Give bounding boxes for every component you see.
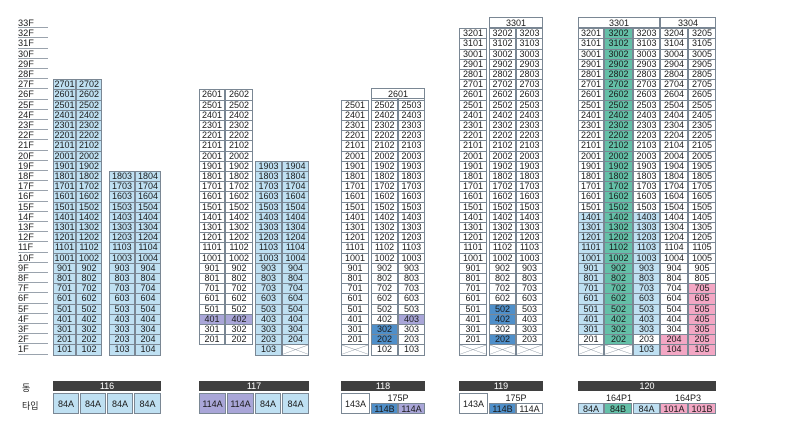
floor-label: 3F: [18, 324, 48, 335]
floor-label: 7F: [18, 283, 48, 294]
building-label: 119: [459, 381, 543, 391]
floor-label: 25F: [18, 100, 48, 110]
floor-label: 18F: [18, 171, 48, 182]
floor-label: 1F: [18, 344, 48, 355]
floor-label: 9F: [18, 263, 48, 273]
unit-cell: 102: [76, 344, 102, 356]
floor-label: 21F: [18, 140, 48, 151]
floor-label: 14F: [18, 212, 48, 222]
floor-label: 8F: [18, 273, 48, 284]
unit-cell: 103: [633, 344, 660, 356]
building-label: 118: [341, 381, 425, 391]
building-label: 117: [199, 381, 309, 391]
type-label: 114A: [516, 403, 543, 414]
floor-label: 10F: [18, 253, 48, 263]
unit-cell: 104: [135, 344, 161, 356]
column-header: 3301: [489, 17, 543, 28]
type-label: 114A: [398, 403, 425, 414]
floor-label: 6F: [18, 293, 48, 304]
column-header: 3301: [578, 17, 660, 28]
type-label: 143A: [459, 393, 488, 414]
type-label: 114A: [227, 393, 254, 414]
type-label: 84A: [633, 403, 660, 414]
type-group-label: 175P: [505, 393, 527, 403]
unit-cell: 203: [633, 334, 660, 346]
empty-cell: [459, 344, 487, 356]
floor-label: 31F: [18, 38, 48, 49]
floor-label: 24F: [18, 110, 48, 120]
unit-cell: 101: [53, 344, 76, 356]
type-label: 101A: [660, 403, 688, 414]
type-group-label: 164P1: [605, 393, 633, 403]
floor-label: 23F: [18, 120, 48, 131]
floor-label: 26F: [18, 89, 48, 100]
floor-label: 29F: [18, 59, 48, 69]
type-label: 84A: [134, 393, 161, 414]
building-label: 120: [578, 381, 716, 391]
type-label: 101B: [688, 403, 716, 414]
type-row-label: 타입: [22, 401, 39, 411]
floor-label: 17F: [18, 181, 48, 192]
floor-label: 33F: [18, 18, 48, 29]
type-label: 84A: [53, 393, 79, 414]
floor-label: 15F: [18, 202, 48, 212]
column-header: 2601: [371, 88, 425, 100]
floor-label: 32F: [18, 28, 48, 39]
type-label: 84A: [255, 393, 281, 414]
floor-label: 16F: [18, 191, 48, 202]
unit-cell: 103: [398, 344, 425, 356]
type-label: 84B: [604, 403, 632, 414]
unit-cell: 103: [109, 344, 135, 356]
type-label: 84A: [80, 393, 106, 414]
empty-cell: [282, 344, 309, 356]
unit-cell: 105: [688, 344, 716, 356]
building-label: 116: [53, 381, 161, 391]
empty-cell: [341, 344, 369, 356]
type-label: 143A: [341, 393, 370, 414]
empty-cell: [578, 344, 604, 356]
floor-label: 22F: [18, 130, 48, 141]
floor-label: 5F: [18, 304, 48, 314]
type-label: 84A: [282, 393, 309, 414]
type-label: 114A: [199, 393, 226, 414]
unit-cell: 104: [660, 344, 688, 356]
floor-label: 2F: [18, 334, 48, 345]
floor-label: 13F: [18, 222, 48, 233]
type-label: 84A: [107, 393, 133, 414]
type-label: 84A: [578, 403, 604, 414]
floor-label: 30F: [18, 49, 48, 59]
floor-label: 4F: [18, 314, 48, 324]
unit-cell: 201: [199, 334, 225, 346]
type-group-label: 175P: [387, 393, 409, 403]
empty-cell: [489, 344, 516, 356]
floor-label: 12F: [18, 232, 48, 243]
unit-cell: 102: [371, 344, 398, 356]
floor-label: 28F: [18, 69, 48, 80]
unit-cell: 103: [255, 344, 282, 356]
empty-cell: [604, 344, 633, 356]
type-label: 114B: [489, 403, 516, 414]
column-header: 3304: [660, 17, 716, 28]
floor-label: 11F: [18, 242, 48, 253]
type-group-label: 164P3: [674, 393, 702, 403]
floor-label: 19F: [18, 161, 48, 171]
floor-label: 20F: [18, 151, 48, 161]
unit-cell: 202: [225, 334, 253, 346]
building-row-label: 동: [22, 383, 31, 393]
floor-label: 27F: [18, 79, 48, 90]
empty-cell: [516, 344, 543, 356]
type-label: 114B: [371, 403, 398, 414]
